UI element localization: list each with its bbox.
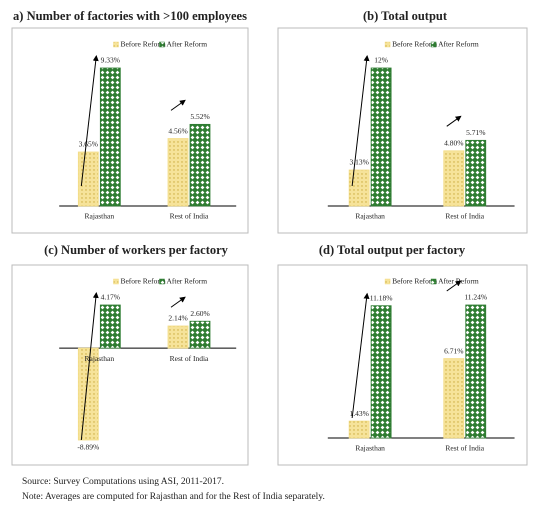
data-label: 4.80% xyxy=(444,139,463,148)
x-tick-label: Rest of India xyxy=(445,212,484,221)
chart-title: (c) Number of workers per factory xyxy=(44,243,229,257)
x-tick-label: Rajasthan xyxy=(85,354,115,363)
trend-arrow xyxy=(351,55,370,187)
data-label: 5.52% xyxy=(190,112,209,121)
x-tick-label: Rajasthan xyxy=(85,212,115,221)
data-label: 4.17% xyxy=(101,293,120,302)
bar xyxy=(99,67,121,207)
bar xyxy=(370,305,392,439)
data-label: 5.71% xyxy=(466,128,485,137)
chart-title: a) Number of factories with >100 employe… xyxy=(13,9,247,23)
legend-swatch xyxy=(384,41,391,48)
trend-arrow xyxy=(446,115,462,127)
panel-frame xyxy=(11,264,249,466)
chart-title: (d) Total output per factory xyxy=(319,243,466,257)
x-tick-label: Rest of India xyxy=(170,212,209,221)
data-label: 2.60% xyxy=(190,309,209,318)
bar xyxy=(370,67,392,207)
bar xyxy=(443,358,465,439)
legend-label: Before Reform xyxy=(392,40,437,49)
x-tick-label: Rajasthan xyxy=(355,444,385,453)
data-label: 12% xyxy=(374,56,388,65)
data-label: 9.33% xyxy=(101,56,120,65)
bar xyxy=(189,320,211,349)
data-label: 4.56% xyxy=(168,126,187,135)
bar xyxy=(348,420,370,439)
data-label: 3.13% xyxy=(349,158,368,167)
bar xyxy=(443,150,465,207)
legend-swatch xyxy=(159,41,165,48)
source-note: Source: Survey Computations using ASI, 2… xyxy=(22,477,224,487)
data-label: 11.24% xyxy=(464,293,487,302)
trend-arrow xyxy=(170,296,186,308)
data-label: 2.14% xyxy=(168,314,187,323)
data-label: 6.71% xyxy=(444,346,463,355)
trend-arrow xyxy=(80,55,99,187)
data-label: 3.65% xyxy=(79,140,98,149)
data-label: -8.89% xyxy=(77,443,99,452)
legend-label: Before Reform xyxy=(392,277,437,286)
trend-arrow xyxy=(351,292,370,419)
bar xyxy=(167,325,189,349)
bar xyxy=(348,169,370,207)
bar xyxy=(167,138,189,207)
panel-frame xyxy=(11,27,249,234)
legend-label: After Reform xyxy=(166,277,207,286)
legend-swatch xyxy=(159,278,165,285)
legend-swatch xyxy=(113,41,119,48)
panel-frame xyxy=(277,264,528,466)
legend-swatch xyxy=(430,278,437,285)
bar xyxy=(465,304,487,439)
trend-arrow xyxy=(170,99,186,111)
legend-label: After Reform xyxy=(438,40,479,49)
x-tick-label: Rest of India xyxy=(445,444,484,453)
trend-arrow xyxy=(446,280,462,292)
bar xyxy=(465,139,487,207)
legend-swatch xyxy=(384,278,391,285)
footnote: Note: Averages are computed for Rajastha… xyxy=(22,491,325,502)
legend-swatch xyxy=(430,41,437,48)
legend-label: After Reform xyxy=(438,277,479,286)
legend-label: Before Reform xyxy=(120,40,165,49)
data-label: 1.43% xyxy=(349,409,368,418)
bar xyxy=(77,151,99,207)
legend-label: After Reform xyxy=(166,40,207,49)
bar xyxy=(99,304,121,349)
chart-title: (b) Total output xyxy=(363,9,448,23)
trend-arrow xyxy=(80,292,99,441)
legend-label: Before Reform xyxy=(120,277,165,286)
x-tick-label: Rest of India xyxy=(170,354,209,363)
x-tick-label: Rajasthan xyxy=(355,212,385,221)
legend-swatch xyxy=(113,278,119,285)
bar xyxy=(189,123,211,207)
panel-frame xyxy=(277,27,528,234)
data-label: 11.18% xyxy=(370,293,393,302)
